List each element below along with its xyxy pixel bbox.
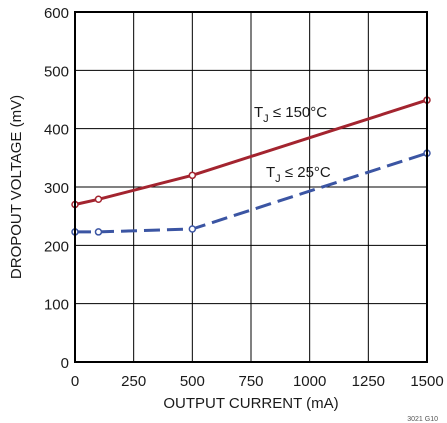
series-label-tj-25-sub: J bbox=[275, 173, 281, 185]
x-tick-label-4: 1000 bbox=[293, 373, 326, 390]
series-label-tj-150-rest: ≤ 150°C bbox=[269, 104, 328, 121]
series-line-1 bbox=[75, 151, 428, 234]
series-label-tj-150: TJ ≤ 150°C bbox=[254, 104, 327, 125]
plot-frame bbox=[74, 11, 428, 363]
y-tick-label-2: 200 bbox=[44, 238, 69, 255]
x-tick-label-0: 0 bbox=[71, 373, 79, 390]
x-axis-title: OUTPUT CURRENT (mA) bbox=[163, 395, 338, 412]
x-tick-label-5: 1250 bbox=[352, 373, 385, 390]
y-tick-label-4: 400 bbox=[44, 122, 69, 139]
series-0-point-1 bbox=[94, 195, 103, 203]
figure-id: 3021 G10 bbox=[407, 416, 438, 423]
series-0-point-2 bbox=[188, 171, 197, 180]
tick-labels: 0 250 500 750 1000 1250 1500 0 100 200 300 400 500 60… bbox=[44, 5, 444, 390]
y-tick-label-5: 500 bbox=[44, 63, 69, 80]
y-axis-title: DROPOUT VOLTAGE (mV) bbox=[8, 95, 25, 279]
x-tick-label-3: 750 bbox=[238, 373, 263, 390]
series-label-tj-150-sub: J bbox=[263, 113, 269, 125]
grid-lines bbox=[74, 11, 428, 363]
y-tick-label-0: 0 bbox=[61, 355, 69, 372]
y-tick-label-3: 300 bbox=[44, 180, 69, 197]
series-line-0 bbox=[74, 98, 428, 206]
series-label-tj-25-rest: ≤ 25°C bbox=[281, 164, 331, 181]
y-tick-label-6: 600 bbox=[44, 5, 69, 22]
y-tick-label-1: 100 bbox=[44, 297, 69, 314]
series-1-point-1 bbox=[94, 228, 103, 236]
x-tick-label-2: 500 bbox=[180, 373, 205, 390]
series-1-point-2 bbox=[188, 225, 197, 233]
x-tick-label-1: 250 bbox=[121, 373, 146, 390]
series-label-tj-150-main: T bbox=[254, 104, 263, 121]
x-tick-label-6: 1500 bbox=[410, 373, 443, 390]
series-label-tj-25-main: T bbox=[266, 164, 275, 181]
series-label-tj-25: TJ ≤ 25°C bbox=[266, 164, 331, 185]
series-layer bbox=[71, 96, 431, 236]
